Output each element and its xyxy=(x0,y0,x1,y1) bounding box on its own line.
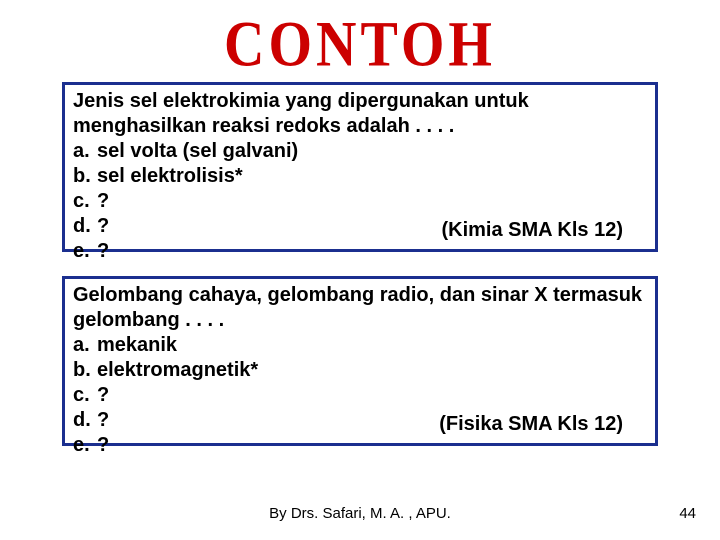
option-letter: d. xyxy=(73,408,97,433)
option-text: ? xyxy=(97,240,109,262)
option-row: b.sel elektrolisis* xyxy=(73,164,647,189)
option-text: ? xyxy=(97,384,109,406)
option-letter: a. xyxy=(73,139,97,164)
options-list-1: a.sel volta (sel galvani) b.sel elektrol… xyxy=(73,139,647,264)
option-row: a.mekanik xyxy=(73,333,647,358)
question-source-1: (Kimia SMA Kls 12) xyxy=(441,218,623,243)
option-letter: c. xyxy=(73,383,97,408)
option-row: c.? xyxy=(73,383,647,408)
option-text: ? xyxy=(97,434,109,456)
option-row: b.elektromagnetik* xyxy=(73,358,647,383)
question-text-1: Jenis sel elektrokimia yang dipergunakan… xyxy=(73,89,647,139)
option-letter: c. xyxy=(73,189,97,214)
footer-page-number: 44 xyxy=(679,505,696,522)
option-letter: d. xyxy=(73,214,97,239)
option-letter: b. xyxy=(73,358,97,383)
question-box-1: Jenis sel elektrokimia yang dipergunakan… xyxy=(62,82,658,252)
option-text: ? xyxy=(97,409,109,431)
option-text: ? xyxy=(97,190,109,212)
option-letter: a. xyxy=(73,333,97,358)
option-letter: b. xyxy=(73,164,97,189)
option-text: ? xyxy=(97,215,109,237)
question-text-2: Gelombang cahaya, gelombang radio, dan s… xyxy=(73,283,647,333)
options-list-2: a.mekanik b.elektromagnetik* c.? d.? e.? xyxy=(73,333,647,458)
question-source-2: (Fisika SMA Kls 12) xyxy=(439,412,623,437)
option-row: c.? xyxy=(73,189,647,214)
option-text: sel volta (sel galvani) xyxy=(97,140,298,162)
option-row: a.sel volta (sel galvani) xyxy=(73,139,647,164)
option-letter: e. xyxy=(73,433,97,458)
footer-author: By Drs. Safari, M. A. , APU. xyxy=(0,505,720,522)
question-box-2: Gelombang cahaya, gelombang radio, dan s… xyxy=(62,276,658,446)
option-letter: e. xyxy=(73,239,97,264)
option-text: elektromagnetik* xyxy=(97,359,258,381)
option-text: mekanik xyxy=(97,334,177,356)
option-text: sel elektrolisis* xyxy=(97,165,243,187)
